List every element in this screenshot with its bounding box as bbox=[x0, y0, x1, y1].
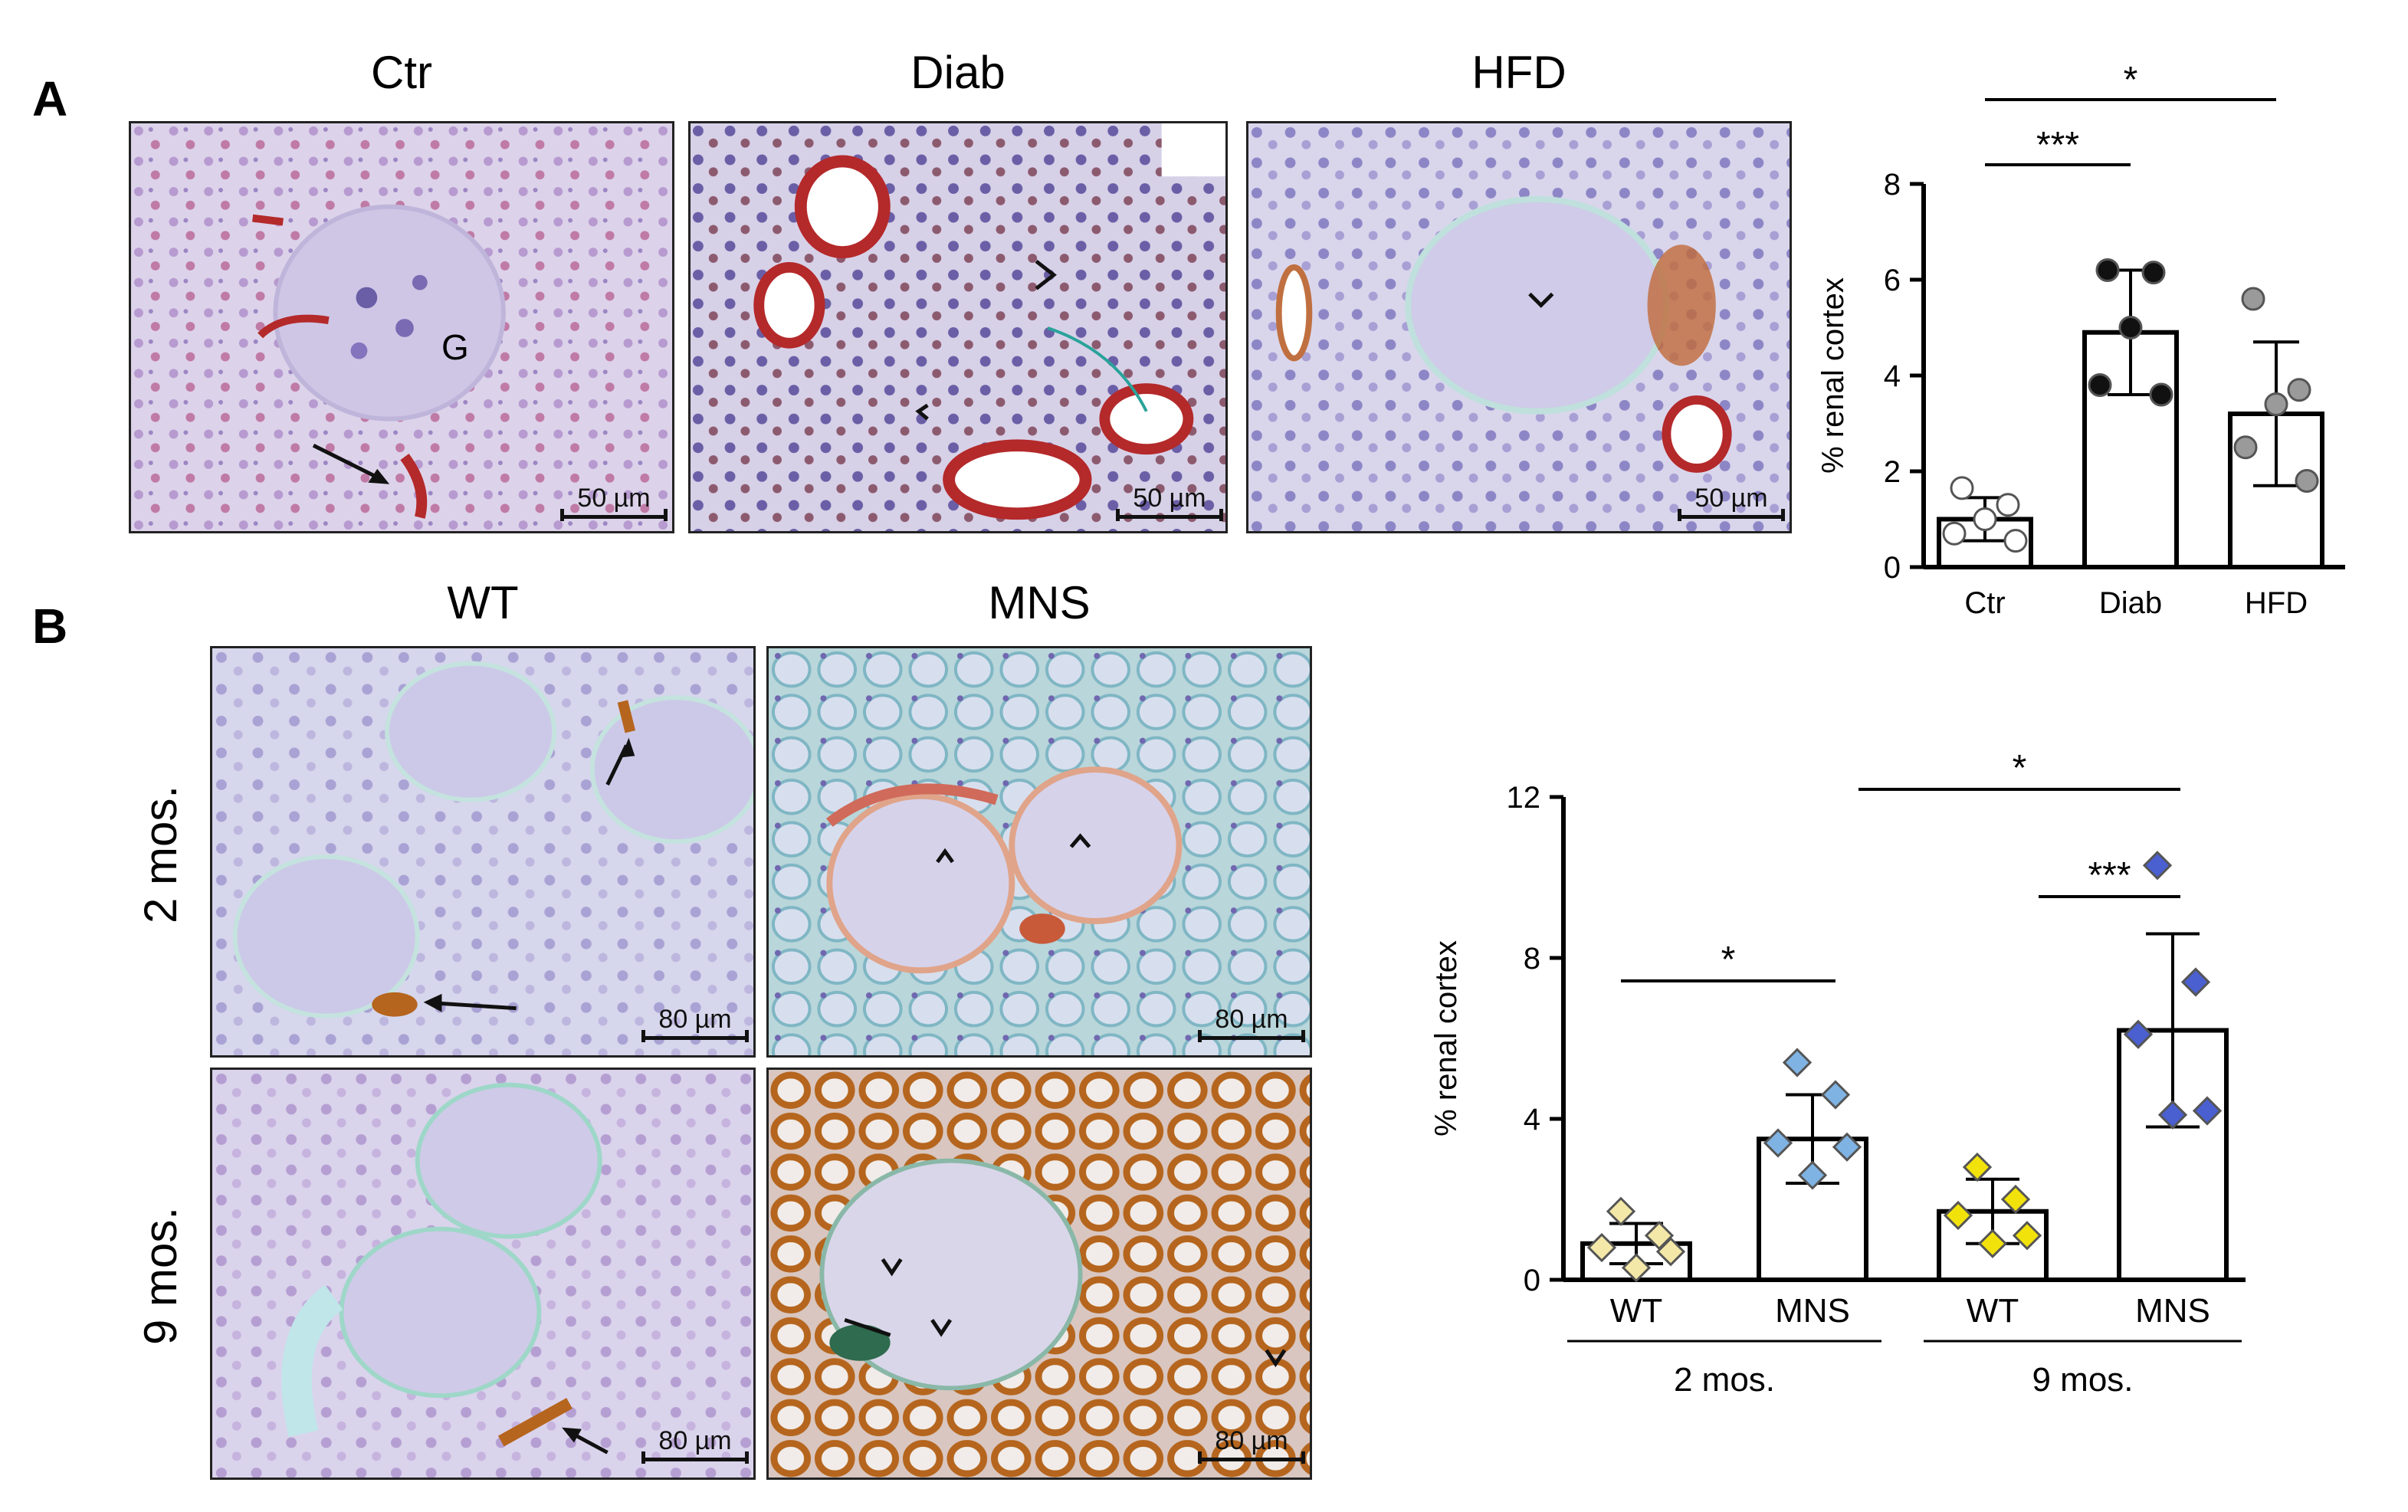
y-tick-label: 2 bbox=[1884, 455, 1901, 489]
micrograph-diab: 50 µm bbox=[688, 121, 1228, 533]
data-point bbox=[2264, 392, 2288, 416]
data-point bbox=[2141, 261, 2166, 285]
column-title-ctr: Ctr bbox=[371, 47, 432, 98]
chart-panel-a: 0 2 4 6 8% renal cortex Ctr Diab HFD *** * bbox=[1809, 60, 2391, 644]
data-point bbox=[2000, 1184, 2031, 1215]
x-tick-label: MNS bbox=[1775, 1292, 1850, 1330]
x-tick-label: MNS bbox=[2135, 1292, 2210, 1330]
micrograph-mns-9mos: 80 µm bbox=[766, 1068, 1312, 1480]
data-point bbox=[2180, 967, 2211, 997]
data-point bbox=[2095, 258, 2120, 282]
scale-bar-mns-2mos: 80 µm bbox=[1198, 1005, 1305, 1042]
data-point bbox=[1977, 1228, 2008, 1258]
data-point bbox=[2233, 435, 2258, 460]
data-point bbox=[1763, 1128, 1793, 1158]
column-title-hfd: HFD bbox=[1471, 47, 1567, 98]
data-point bbox=[2192, 1096, 2223, 1126]
data-point bbox=[2149, 382, 2173, 407]
chart-panel-b: 0 4 8 12% renal cortex WT MNS WT MNS 2 mos. 9 mos… bbox=[1425, 748, 2269, 1418]
scale-bar-ctr: 50 µm bbox=[560, 484, 668, 521]
x-tick-label: Ctr bbox=[1964, 586, 2005, 620]
data-point bbox=[1950, 476, 1974, 500]
scale-bar-wt-2mos: 80 µm bbox=[641, 1005, 749, 1042]
y-axis-label: % renal cortex bbox=[1816, 277, 1850, 474]
data-point bbox=[2241, 287, 2265, 311]
data-point bbox=[2088, 373, 2112, 397]
significance-label: * bbox=[2013, 748, 2027, 789]
glomerulus-label: G bbox=[441, 327, 469, 367]
group-label: 9 mos. bbox=[2032, 1361, 2133, 1399]
y-tick-label: 4 bbox=[1524, 1103, 1540, 1136]
y-axis-label: % renal cortex bbox=[1429, 940, 1463, 1136]
x-tick-label: WT bbox=[1610, 1292, 1662, 1330]
scale-bar-mns-9mos: 80 µm bbox=[1198, 1426, 1305, 1464]
data-point bbox=[1655, 1237, 1686, 1267]
data-point bbox=[2157, 1100, 2188, 1130]
y-tick-label: 4 bbox=[1884, 359, 1901, 393]
data-point bbox=[1973, 507, 1997, 531]
micrograph-hfd: 50 µm bbox=[1246, 121, 1792, 533]
y-tick-label: 8 bbox=[1524, 942, 1540, 976]
significance-label: *** bbox=[2036, 125, 2079, 166]
y-tick-label: 8 bbox=[1884, 168, 1901, 202]
column-title-wt: WT bbox=[447, 577, 519, 628]
data-point bbox=[1962, 1152, 1993, 1182]
x-tick-label: Diab bbox=[2099, 586, 2162, 620]
row-title-2mos: 2 mos. bbox=[135, 785, 186, 924]
micrograph-wt-2mos: 80 µm bbox=[210, 646, 756, 1058]
data-point bbox=[2012, 1221, 2042, 1251]
significance-label: * bbox=[2124, 60, 2138, 100]
data-point bbox=[1586, 1232, 1617, 1263]
data-point bbox=[1782, 1048, 1813, 1077]
significance-label: *** bbox=[2088, 855, 2131, 896]
x-tick-label: WT bbox=[1967, 1292, 2019, 1330]
data-point bbox=[2118, 316, 2143, 339]
row-title-9mos: 9 mos. bbox=[135, 1206, 186, 1346]
data-point bbox=[1943, 1200, 1973, 1231]
data-point bbox=[2142, 851, 2173, 881]
data-point bbox=[1606, 1196, 1636, 1226]
micrograph-wt-9mos: 80 µm bbox=[210, 1068, 756, 1480]
y-tick-label: 0 bbox=[1884, 551, 1901, 585]
data-point bbox=[1621, 1253, 1652, 1283]
column-title-mns: MNS bbox=[988, 577, 1091, 628]
data-point bbox=[1820, 1080, 1851, 1110]
data-point bbox=[2003, 529, 2028, 553]
data-point bbox=[1996, 493, 2020, 517]
micrograph-mns-2mos: 80 µm bbox=[766, 646, 1312, 1058]
data-point bbox=[1797, 1160, 1828, 1190]
y-tick-label: 12 bbox=[1507, 781, 1541, 815]
data-point bbox=[2123, 1019, 2154, 1049]
data-point bbox=[2295, 469, 2319, 493]
scale-bar-hfd: 50 µm bbox=[1678, 484, 1785, 521]
panel-a-letter: A bbox=[32, 71, 68, 126]
data-point bbox=[1832, 1132, 1862, 1162]
panel-b-letter: B bbox=[32, 599, 68, 654]
x-tick-label: HFD bbox=[2245, 586, 2308, 620]
column-title-diab: Diab bbox=[910, 47, 1006, 98]
scale-bar-diab: 50 µm bbox=[1116, 484, 1223, 521]
y-tick-label: 0 bbox=[1524, 1264, 1540, 1297]
y-tick-label: 6 bbox=[1884, 264, 1901, 297]
significance-label: * bbox=[1721, 940, 1736, 980]
group-label: 2 mos. bbox=[1674, 1361, 1775, 1399]
data-point bbox=[2287, 378, 2311, 402]
scale-bar-wt-9mos: 80 µm bbox=[641, 1426, 749, 1464]
micrograph-ctr: G 50 µm bbox=[129, 121, 674, 533]
data-point bbox=[1942, 521, 1967, 546]
